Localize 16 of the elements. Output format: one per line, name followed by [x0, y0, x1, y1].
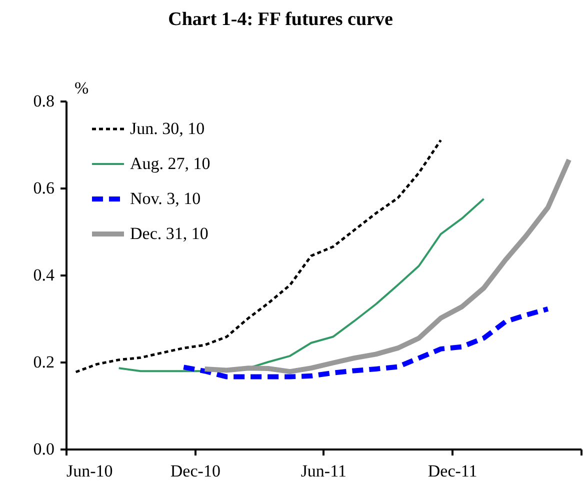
y-tick-label: 0.2 — [33, 352, 54, 372]
y-tick-label: 0.0 — [33, 440, 54, 458]
y-tick-label: 0.8 — [33, 92, 54, 110]
y-tick-label: 0.6 — [33, 178, 54, 198]
legend-label: Nov. 3, 10 — [130, 189, 201, 208]
x-tick-label: Jun-11 — [300, 462, 346, 480]
x-tick-label: Dec-11 — [428, 462, 478, 480]
chart-title: Chart 1-4: FF futures curve — [168, 9, 393, 30]
x-tick-label: Dec-10 — [170, 462, 220, 480]
legend-label: Aug. 27, 10 — [130, 154, 210, 173]
y-tick-label: 0.4 — [33, 266, 55, 284]
legend-label: Dec. 31, 10 — [130, 224, 208, 243]
line-series — [74, 138, 442, 374]
legend-label: Jun. 30, 10 — [130, 119, 205, 138]
x-tick-label: Jun-10 — [66, 462, 113, 480]
y-axis-title: % — [74, 78, 89, 98]
